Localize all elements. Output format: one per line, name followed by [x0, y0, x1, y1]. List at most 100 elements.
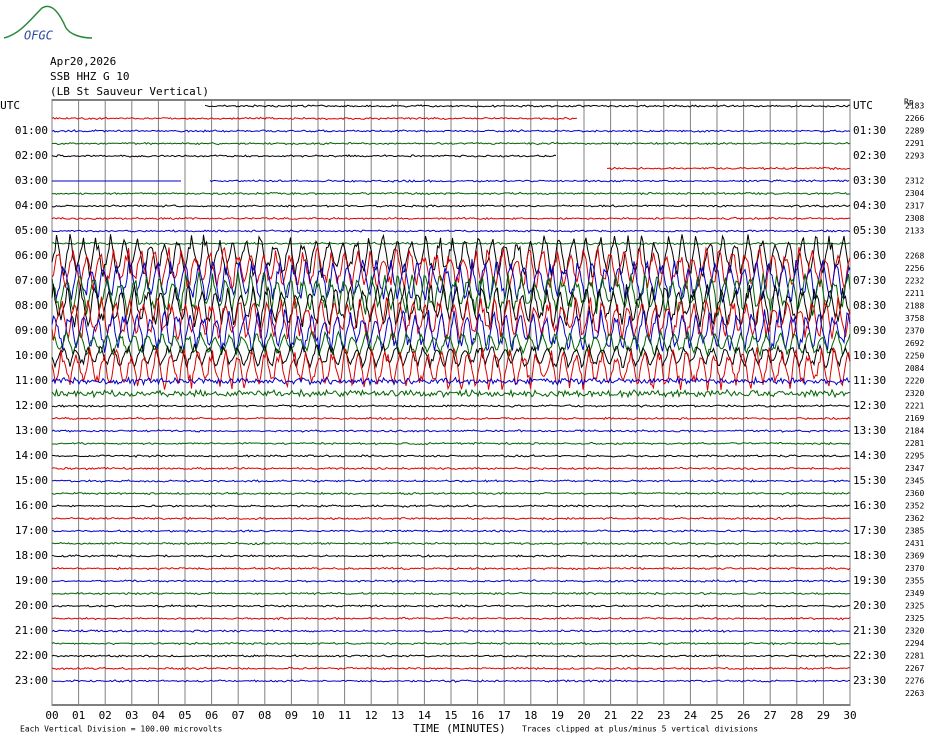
trace [51, 641, 851, 646]
row-value: 2183 [905, 102, 924, 111]
row-value: 2268 [905, 252, 924, 261]
row-value: 2169 [905, 414, 924, 423]
row-value: 2133 [905, 227, 924, 236]
row-value: 2385 [905, 527, 924, 536]
x-tick-label: 03 [125, 709, 138, 722]
row-value: 2232 [905, 277, 924, 286]
row-value: 2220 [905, 377, 924, 386]
trace [51, 404, 851, 408]
trace [52, 441, 851, 446]
left-label: 16:00 [15, 499, 48, 512]
right-label: 19:30 [853, 574, 886, 587]
right-label: 10:30 [853, 349, 886, 362]
clip-note: Traces clipped at plus/minus 5 vertical … [522, 725, 758, 734]
left-label: 07:00 [15, 274, 48, 287]
x-tick-label: 24 [684, 709, 698, 722]
left-label: 05:00 [15, 224, 48, 237]
trace [51, 616, 851, 621]
left-label: UTC [0, 99, 20, 112]
x-tick-label: 11 [338, 709, 351, 722]
date: Apr20,2026 [50, 55, 116, 68]
right-label: 16:30 [853, 499, 886, 512]
x-tick-label: 17 [498, 709, 511, 722]
x-tick-label: 08 [258, 709, 271, 722]
x-tick-label: 22 [631, 709, 644, 722]
trace [607, 166, 851, 171]
row-value: 2325 [905, 602, 924, 611]
trace [51, 629, 851, 633]
trace [51, 666, 851, 671]
x-tick-label: 10 [311, 709, 324, 722]
row-value: 2347 [905, 464, 924, 473]
row-value: 2084 [905, 364, 924, 373]
left-label: 11:00 [15, 374, 48, 387]
site: (LB St Sauveur Vertical) [50, 85, 209, 98]
row-value: 2289 [905, 127, 924, 136]
left-label: 14:00 [15, 449, 48, 462]
row-value: 2281 [905, 652, 924, 661]
row-value: 2312 [905, 177, 924, 186]
right-label: 05:30 [853, 224, 886, 237]
axis-title: TIME (MINUTES) [413, 722, 506, 735]
x-tick-label: 29 [817, 709, 830, 722]
row-value: 2276 [905, 677, 924, 686]
row-value: 2293 [905, 152, 924, 161]
right-label: 07:30 [853, 274, 886, 287]
row-value: 2291 [905, 139, 924, 148]
row-value: 2360 [905, 489, 924, 498]
row-value: 2369 [905, 552, 924, 561]
trace [51, 346, 851, 391]
right-label: 12:30 [853, 399, 886, 412]
trace [51, 479, 851, 483]
right-label: 13:30 [853, 424, 886, 437]
x-tick-label: 04 [152, 709, 166, 722]
right-label: 22:30 [853, 649, 886, 662]
trace [51, 154, 557, 158]
x-tick-label: 30 [843, 709, 856, 722]
x-tick-label: 20 [577, 709, 590, 722]
trace [51, 529, 851, 533]
trace [51, 566, 851, 571]
x-tick-label: 23 [657, 709, 670, 722]
left-label: 22:00 [15, 649, 48, 662]
trace [51, 554, 851, 558]
left-label: 10:00 [15, 349, 48, 362]
trace [51, 516, 851, 521]
row-value: 2370 [905, 564, 924, 573]
row-value: 2294 [905, 639, 924, 648]
trace [51, 454, 851, 458]
trace [51, 491, 851, 496]
right-label: 08:30 [853, 299, 886, 312]
trace [51, 604, 850, 608]
trace [51, 466, 851, 471]
trace [51, 375, 851, 387]
row-value: 2267 [905, 664, 924, 673]
right-label: UTC [853, 99, 873, 112]
row-value: 2304 [905, 189, 924, 198]
right-header: Rp [904, 98, 914, 107]
left-label: 15:00 [15, 474, 48, 487]
x-tick-label: 02 [99, 709, 112, 722]
x-tick-label: 27 [764, 709, 777, 722]
trace [51, 591, 851, 596]
trace [51, 416, 851, 421]
right-label: 21:30 [853, 624, 886, 637]
row-value: 2188 [905, 302, 924, 311]
trace [51, 388, 851, 399]
trace [51, 116, 578, 121]
trace [51, 342, 851, 370]
x-tick-label: 18 [524, 709, 537, 722]
right-label: 11:30 [853, 374, 886, 387]
row-value: 3758 [905, 314, 924, 323]
x-tick-label: 01 [72, 709, 85, 722]
trace [51, 679, 851, 683]
right-label: 17:30 [853, 524, 886, 537]
left-label: 23:00 [15, 674, 48, 687]
x-tick-label: 26 [737, 709, 750, 722]
x-tick-label: 13 [391, 709, 404, 722]
left-label: 19:00 [15, 574, 48, 587]
row-value: 2308 [905, 214, 924, 223]
row-value: 2320 [905, 627, 924, 636]
station: SSB HHZ G 10 [50, 70, 129, 83]
row-value: 2362 [905, 514, 924, 523]
